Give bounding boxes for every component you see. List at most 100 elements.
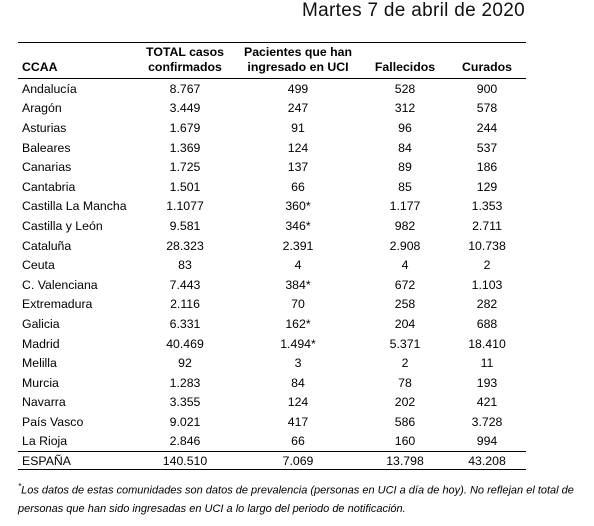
column-header: Fallecidos xyxy=(374,60,436,74)
table-row: Madrid 40.469 1.494* 5.371 18.410 xyxy=(18,334,526,354)
region-cell: Ceuta xyxy=(22,258,55,273)
total-value: 7.069 xyxy=(282,453,314,468)
value-cell: 672 xyxy=(394,277,416,292)
region-cell: C. Valenciana xyxy=(22,277,98,292)
value-cell: 124 xyxy=(287,395,309,410)
region-cell: Navarra xyxy=(22,395,66,410)
value-cell: 96 xyxy=(398,120,412,135)
value-cell: 2.391 xyxy=(282,238,314,253)
value-cell: 5.371 xyxy=(389,336,421,351)
table-row: Murcia 1.283 84 78 193 xyxy=(18,373,526,393)
value-cell: 1.177 xyxy=(389,199,421,214)
value-cell: 346* xyxy=(285,218,311,233)
value-cell: 1.369 xyxy=(169,140,201,155)
table-row: País Vasco 9.021 417 586 3.728 xyxy=(18,412,526,432)
value-cell: 129 xyxy=(476,179,498,194)
region-cell: País Vasco xyxy=(22,414,84,429)
value-cell: 528 xyxy=(394,81,416,96)
value-cell: 586 xyxy=(394,414,416,429)
value-cell: 258 xyxy=(394,297,416,312)
value-cell: 312 xyxy=(394,101,416,116)
value-cell: 1.353 xyxy=(471,199,503,214)
value-cell: 91 xyxy=(291,120,305,135)
value-cell: 3.355 xyxy=(169,395,201,410)
value-cell: 2.908 xyxy=(389,238,421,253)
value-cell: 193 xyxy=(476,375,498,390)
value-cell: 421 xyxy=(476,395,498,410)
value-cell: 2.116 xyxy=(170,297,200,312)
value-cell: 11 xyxy=(480,356,494,371)
footnote-marker: * xyxy=(18,482,22,491)
value-cell: 70 xyxy=(291,297,305,312)
value-cell: 688 xyxy=(476,316,498,331)
column-header: CCAA xyxy=(22,60,58,74)
value-cell: 92 xyxy=(178,356,192,371)
value-cell: 2 xyxy=(483,258,491,273)
value-cell: 900 xyxy=(476,81,498,96)
value-cell: 499 xyxy=(287,81,309,96)
value-cell: 78 xyxy=(398,375,412,390)
table-row: Cataluña 28.323 2.391 2.908 10.738 xyxy=(18,236,526,256)
column-header: TOTAL casos confirmados xyxy=(146,45,224,74)
region-cell: Madrid xyxy=(22,336,60,351)
total-value: 13.798 xyxy=(386,453,424,468)
table-row: Andalucía 8.767 499 528 900 xyxy=(18,79,526,99)
value-cell: 28.323 xyxy=(166,238,204,253)
value-cell: 1.725 xyxy=(169,160,201,175)
value-cell: 3.449 xyxy=(169,101,201,116)
region-cell: Asturias xyxy=(22,120,67,135)
region-cell: Aragón xyxy=(22,101,62,116)
table-row: Cantabria 1.501 66 85 129 xyxy=(18,177,526,197)
table-row: Galicia 6.331 162* 204 688 xyxy=(18,314,526,334)
table-row: Navarra 3.355 124 202 421 xyxy=(18,393,526,413)
header-row: CCAA TOTAL casos confirmados Pacientes que… xyxy=(18,42,526,79)
table-row: Canarias 1.725 137 89 186 xyxy=(18,157,526,177)
footnote: *Los datos de estas comunidades son dato… xyxy=(18,478,588,518)
table-row: C. Valenciana 7.443 384* 672 1.103 xyxy=(18,275,526,295)
value-cell: 66 xyxy=(291,434,305,449)
region-cell: Cantabria xyxy=(22,179,76,194)
region-cell: Cataluña xyxy=(22,238,72,253)
value-cell: 1.501 xyxy=(169,179,201,194)
value-cell: 384* xyxy=(285,277,311,292)
value-cell: 137 xyxy=(287,160,309,175)
value-cell: 1.494* xyxy=(280,336,316,351)
table-row: Ceuta 83 4 4 2 xyxy=(18,255,526,275)
value-cell: 982 xyxy=(394,218,416,233)
table-row: Melilla 92 3 2 11 xyxy=(18,353,526,373)
value-cell: 8.767 xyxy=(169,81,201,96)
table-header: CCAA TOTAL casos confirmados Pacientes que… xyxy=(18,42,526,79)
value-cell: 160 xyxy=(394,434,416,449)
value-cell: 3 xyxy=(294,356,302,371)
value-cell: 84 xyxy=(398,140,412,155)
value-cell: 83 xyxy=(178,258,192,273)
total-label: ESPAÑA xyxy=(22,453,71,468)
value-cell: 204 xyxy=(394,316,416,331)
value-cell: 85 xyxy=(398,179,412,194)
total-row: ESPAÑA 140.510 7.069 13.798 43.208 xyxy=(18,451,526,470)
value-cell: 4 xyxy=(294,258,302,273)
value-cell: 1.679 xyxy=(169,120,201,135)
value-cell: 2.711 xyxy=(472,218,502,233)
value-cell: 9.021 xyxy=(169,414,201,429)
total-value: 43.208 xyxy=(468,453,506,468)
value-cell: 9.581 xyxy=(169,218,201,233)
value-cell: 282 xyxy=(476,297,498,312)
region-cell: La Rioja xyxy=(22,434,68,449)
table-row: Castilla y León 9.581 346* 982 2.711 xyxy=(18,216,526,236)
table-row: Baleares 1.369 124 84 537 xyxy=(18,138,526,158)
value-cell: 360* xyxy=(285,199,311,214)
region-cell: Andalucía xyxy=(22,81,77,96)
value-cell: 6.331 xyxy=(169,316,201,331)
region-cell: Extremadura xyxy=(22,297,93,312)
value-cell: 244 xyxy=(476,120,498,135)
value-cell: 247 xyxy=(287,101,309,116)
region-cell: Galicia xyxy=(22,316,60,331)
table-row: Aragón 3.449 247 312 578 xyxy=(18,99,526,119)
value-cell: 66 xyxy=(291,179,305,194)
value-cell: 7.443 xyxy=(169,277,201,292)
value-cell: 18.410 xyxy=(468,336,506,351)
region-cell: Castilla y León xyxy=(22,218,103,233)
value-cell: 537 xyxy=(476,140,498,155)
value-cell: 3.728 xyxy=(471,414,503,429)
